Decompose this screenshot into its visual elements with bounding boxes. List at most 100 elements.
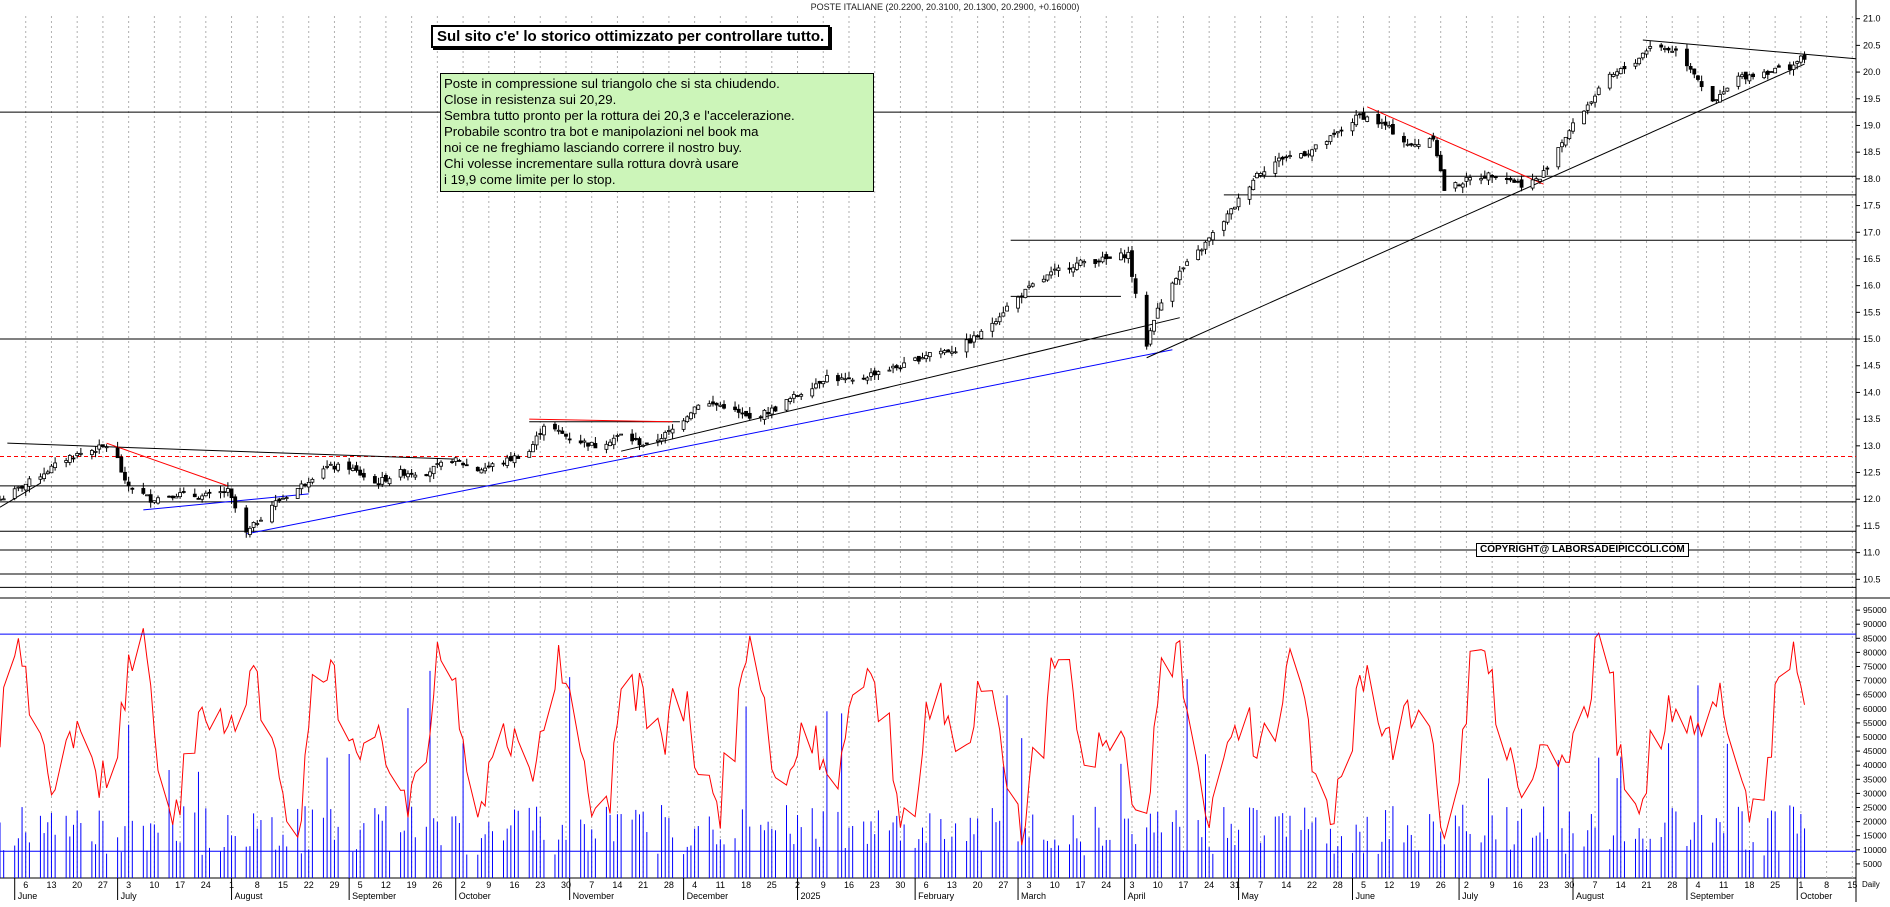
candle-body bbox=[1144, 294, 1149, 347]
x-tick-label: 21 bbox=[1642, 880, 1652, 890]
y-tick-label: 14.5 bbox=[1863, 361, 1881, 371]
candle-body bbox=[141, 488, 146, 494]
x-tick-label: 5 bbox=[358, 880, 363, 890]
candle-body bbox=[953, 351, 958, 354]
candle-body bbox=[593, 443, 598, 449]
candle-body bbox=[975, 335, 980, 338]
candle-body bbox=[1685, 48, 1689, 67]
candle-body bbox=[1221, 221, 1226, 231]
candle-body bbox=[1324, 141, 1329, 145]
candle-body bbox=[1236, 197, 1241, 208]
candle-body bbox=[196, 497, 201, 500]
candle-body bbox=[1479, 178, 1484, 181]
candle-body bbox=[1798, 55, 1803, 63]
candle-body bbox=[722, 404, 726, 409]
y-tick-label: 95000 bbox=[1863, 605, 1887, 615]
candle-body bbox=[872, 370, 877, 376]
x-tick-label: 3 bbox=[1129, 880, 1134, 890]
candle-body bbox=[865, 377, 870, 381]
candle-body bbox=[1365, 116, 1370, 122]
candle-body bbox=[1306, 153, 1311, 156]
candle-body bbox=[1593, 95, 1597, 103]
candle-body bbox=[784, 399, 789, 411]
candle-body bbox=[321, 468, 326, 479]
candle-body bbox=[38, 476, 43, 480]
chart-header: POSTE ITALIANE (20.2200, 20.3100, 20.130… bbox=[810, 2, 1080, 12]
candle-body bbox=[126, 481, 131, 487]
candle-body bbox=[325, 465, 329, 468]
candle-body bbox=[306, 481, 311, 488]
candle-body bbox=[1721, 91, 1726, 95]
candle-body bbox=[104, 446, 109, 449]
trendline bbox=[621, 317, 1180, 452]
candle-body bbox=[556, 429, 561, 432]
x-tick-label: 12 bbox=[1384, 880, 1394, 890]
candle-body bbox=[439, 461, 443, 467]
y-tick-label: 70000 bbox=[1863, 676, 1887, 686]
candle-body bbox=[192, 493, 197, 498]
candle-body bbox=[156, 497, 160, 504]
candle-body bbox=[78, 452, 83, 455]
x-tick-label: 12 bbox=[381, 880, 391, 890]
x-tick-label: 1 bbox=[1798, 880, 1803, 890]
trendline bbox=[7, 442, 456, 460]
candle-body bbox=[799, 394, 804, 397]
candle-body bbox=[972, 335, 976, 343]
x-tick-label: 30 bbox=[895, 880, 905, 890]
candle-body bbox=[1751, 73, 1755, 78]
candle-body bbox=[97, 444, 102, 450]
candle-body bbox=[1159, 302, 1164, 311]
candle-body bbox=[1640, 52, 1645, 59]
candle-body bbox=[1545, 167, 1550, 170]
candle-body bbox=[145, 494, 149, 497]
x-tick-label: 5 bbox=[1361, 880, 1366, 890]
info-banner: Sul sito c'e' lo storico ottimizzato per… bbox=[431, 25, 831, 48]
x-tick-label: 26 bbox=[432, 880, 442, 890]
candle-body bbox=[1379, 121, 1384, 124]
candle-body bbox=[299, 483, 304, 490]
note-line: Probabile scontro tra bot e manipolazion… bbox=[444, 124, 759, 139]
x-tick-label: 10 bbox=[149, 880, 159, 890]
candle-body bbox=[1692, 68, 1697, 75]
y-tick-label: 12.5 bbox=[1863, 468, 1881, 478]
candle-body bbox=[681, 420, 686, 430]
candle-body bbox=[582, 440, 587, 443]
candle-body bbox=[1052, 268, 1057, 271]
candle-body bbox=[1607, 73, 1612, 89]
candle-body bbox=[45, 471, 50, 475]
x-axis-units: Daily bbox=[1862, 880, 1880, 889]
y-tick-label: 18.5 bbox=[1863, 147, 1881, 157]
candle-body bbox=[1556, 147, 1561, 168]
candle-body bbox=[979, 330, 984, 339]
candle-body bbox=[200, 495, 205, 500]
candle-body bbox=[295, 488, 300, 499]
candle-body bbox=[328, 463, 333, 466]
candle-body bbox=[733, 406, 737, 411]
candle-body bbox=[1670, 50, 1675, 53]
candle-body bbox=[1196, 249, 1201, 260]
candle-body bbox=[402, 469, 407, 476]
x-month-label: April bbox=[1128, 891, 1146, 901]
y-tick-label: 20000 bbox=[1863, 817, 1887, 827]
x-tick-label: 16 bbox=[844, 880, 854, 890]
candle-body bbox=[483, 467, 488, 472]
y-tick-label: 25000 bbox=[1863, 803, 1887, 813]
candle-body bbox=[1409, 143, 1414, 146]
candle-body bbox=[1515, 180, 1520, 183]
candle-body bbox=[64, 460, 69, 463]
note-line: Poste in compressione sul triangolo che … bbox=[444, 76, 780, 91]
candle-body bbox=[384, 474, 388, 482]
candle-body bbox=[1016, 296, 1020, 309]
candle-body bbox=[23, 483, 28, 491]
x-tick-label: 23 bbox=[1539, 880, 1549, 890]
candle-body bbox=[1776, 65, 1781, 68]
volume-group bbox=[0, 670, 1806, 878]
candle-body bbox=[361, 472, 366, 478]
note-line: i 19,9 come limite per lo stop. bbox=[444, 172, 616, 187]
x-tick-label: 16 bbox=[510, 880, 520, 890]
candle-body bbox=[1662, 48, 1667, 50]
x-month-label: August bbox=[1576, 891, 1605, 901]
y-tick-label: 45000 bbox=[1863, 746, 1887, 756]
x-tick-label: 7 bbox=[589, 880, 594, 890]
